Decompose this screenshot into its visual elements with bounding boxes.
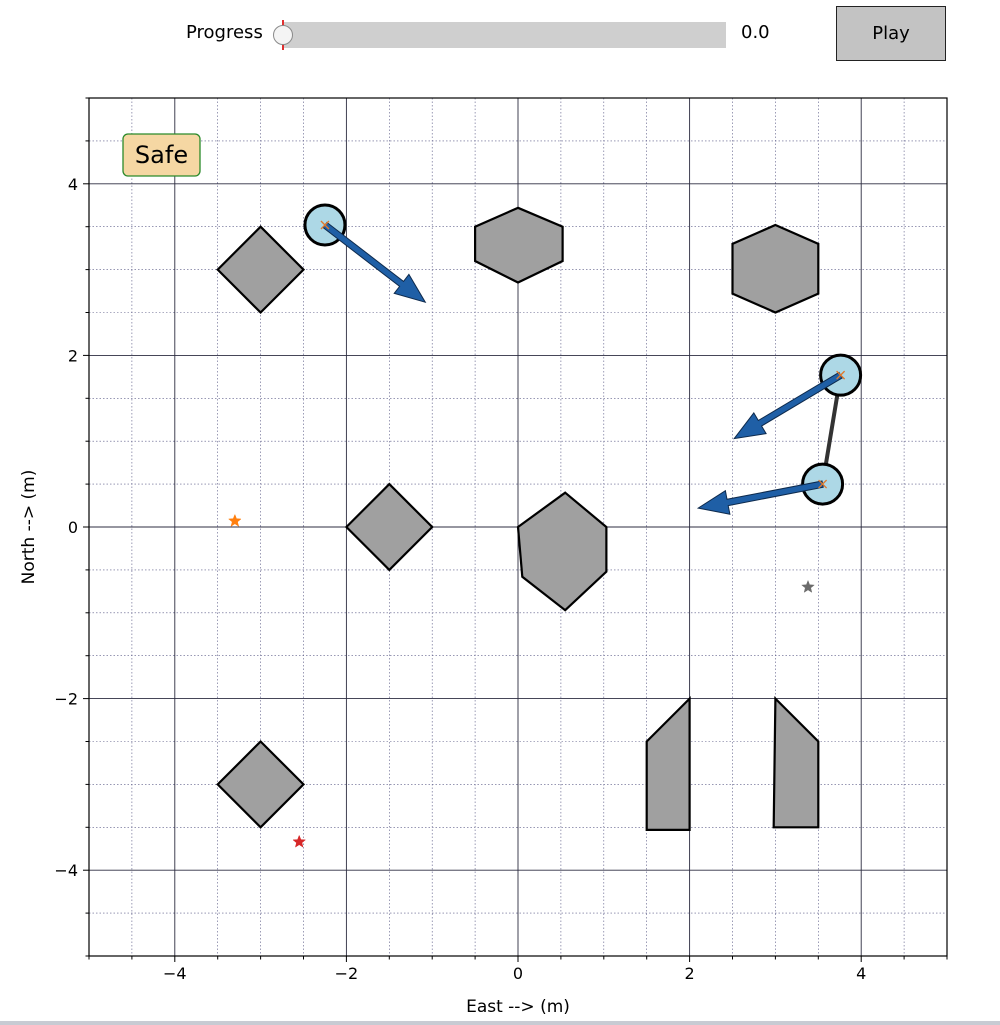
progress-label: Progress [186,22,263,43]
axis-ticks [83,97,948,962]
goal-star-marker [292,834,307,848]
agent-center-marker [818,479,828,489]
goal-star-marker [801,579,815,593]
y-axis-label: North --> (m) [19,470,39,585]
obstacle-diamond [344,482,434,572]
obstacle-hexagon [731,223,820,314]
x-tick-label: 2 [685,964,695,983]
x-tick-label: −2 [335,964,359,983]
agent-center-marker [836,370,846,380]
simulation-plot: −4 −2 0 2 4 −4 −2 0 2 4 East --> (m) North --> (m) S… [19,97,948,1017]
y-tick-label: −4 [54,861,78,880]
y-tick-label: 0 [68,518,78,537]
progress-slider-handle[interactable] [273,25,293,45]
velocity-arrow [733,371,843,440]
x-tick-label: 4 [856,964,866,983]
progress-slider[interactable] [283,22,726,48]
velocity-arrow [322,221,427,304]
agent-center-marker [320,220,330,230]
y-tick-label: −2 [54,690,78,709]
obstacle-heptagon [474,206,564,284]
goal-star-marker [228,513,242,527]
y-tick-label: 4 [68,175,78,194]
progress-value: 0.0 [741,22,770,43]
frame-bottom-border [0,1021,1000,1025]
animation-controls: Progress 0.0 Play [0,0,1000,70]
x-tick-label: 0 [513,964,523,983]
obstacle-hexagon [516,491,608,612]
play-button[interactable]: Play [836,6,946,61]
obstacle-diamond [216,739,306,829]
obstacle-quad [772,695,820,829]
obstacle-diamond [216,225,306,315]
status-badge [122,133,201,177]
y-tick-label: 2 [68,346,78,365]
status-badge-text: Safe [135,141,188,169]
x-axis-label: East --> (m) [466,997,570,1017]
obstacle-quad [645,695,691,831]
velocity-arrow [696,480,824,515]
x-tick-label: −4 [163,964,187,983]
